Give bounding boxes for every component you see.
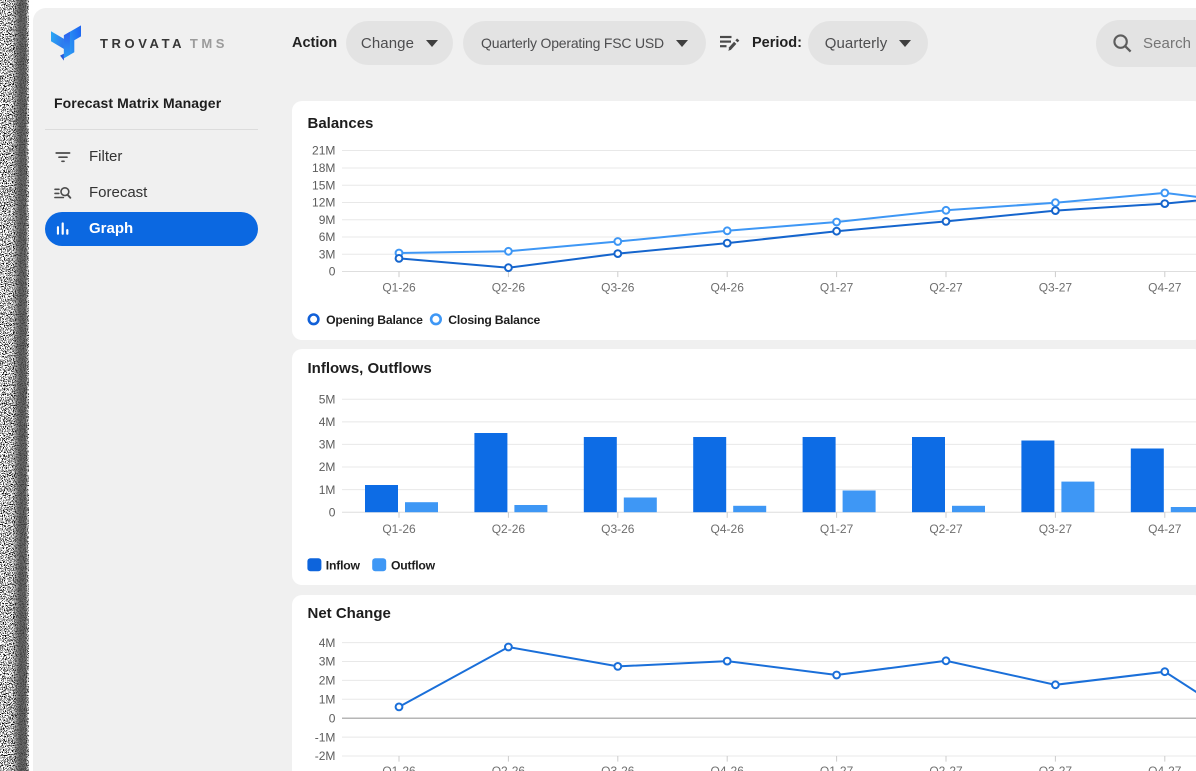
svg-text:6M: 6M (319, 230, 336, 244)
svg-text:Q4-26: Q4-26 (711, 764, 745, 771)
svg-text:Q3-27: Q3-27 (1039, 522, 1073, 536)
svg-text:12M: 12M (312, 196, 335, 210)
svg-text:1M: 1M (319, 483, 336, 497)
svg-text:Q4-27: Q4-27 (1148, 764, 1182, 771)
svg-text:Q1-26: Q1-26 (382, 764, 416, 771)
svg-text:Q3-27: Q3-27 (1039, 281, 1073, 295)
svg-text:2M: 2M (319, 674, 336, 688)
svg-text:Q3-26: Q3-26 (601, 522, 635, 536)
svg-text:0: 0 (329, 265, 336, 279)
svg-text:0: 0 (329, 505, 336, 519)
svg-text:Q2-26: Q2-26 (492, 522, 526, 536)
svg-text:Q1-26: Q1-26 (382, 281, 416, 295)
svg-text:Q2-27: Q2-27 (929, 764, 963, 771)
svg-text:Q4-27: Q4-27 (1148, 281, 1182, 295)
svg-text:1M: 1M (319, 693, 336, 707)
svg-text:18M: 18M (312, 161, 335, 175)
svg-text:Q1-27: Q1-27 (820, 764, 854, 771)
svg-text:Q3-26: Q3-26 (601, 281, 635, 295)
svg-text:15M: 15M (312, 178, 335, 192)
svg-text:Opening Balance: Opening Balance (326, 313, 423, 327)
svg-text:4M: 4M (319, 415, 336, 429)
svg-text:Q2-27: Q2-27 (929, 281, 963, 295)
svg-text:3M: 3M (319, 248, 336, 262)
svg-text:-1M: -1M (315, 730, 336, 744)
svg-text:0: 0 (329, 711, 336, 725)
svg-text:5M: 5M (319, 393, 336, 407)
svg-text:2M: 2M (319, 460, 336, 474)
svg-text:21M: 21M (312, 144, 335, 158)
svg-text:Q2-26: Q2-26 (492, 764, 526, 771)
svg-text:Q4-26: Q4-26 (711, 522, 745, 536)
svg-text:Q3-27: Q3-27 (1039, 764, 1073, 771)
svg-text:Q3-26: Q3-26 (601, 764, 635, 771)
svg-text:Inflow: Inflow (326, 559, 361, 573)
svg-text:Q1-27: Q1-27 (820, 522, 854, 536)
svg-text:Q4-27: Q4-27 (1148, 522, 1182, 536)
svg-text:Q1-27: Q1-27 (820, 281, 854, 295)
svg-text:Closing Balance: Closing Balance (448, 313, 540, 327)
svg-text:-2M: -2M (315, 749, 336, 763)
svg-text:3M: 3M (319, 655, 336, 669)
svg-text:9M: 9M (319, 213, 336, 227)
svg-text:3M: 3M (319, 438, 336, 452)
svg-text:Q1-26: Q1-26 (382, 522, 416, 536)
svg-text:Q4-26: Q4-26 (711, 281, 745, 295)
svg-text:Outflow: Outflow (391, 559, 436, 573)
svg-text:4M: 4M (319, 636, 336, 650)
svg-text:Q2-26: Q2-26 (492, 281, 526, 295)
svg-text:Q2-27: Q2-27 (929, 522, 963, 536)
